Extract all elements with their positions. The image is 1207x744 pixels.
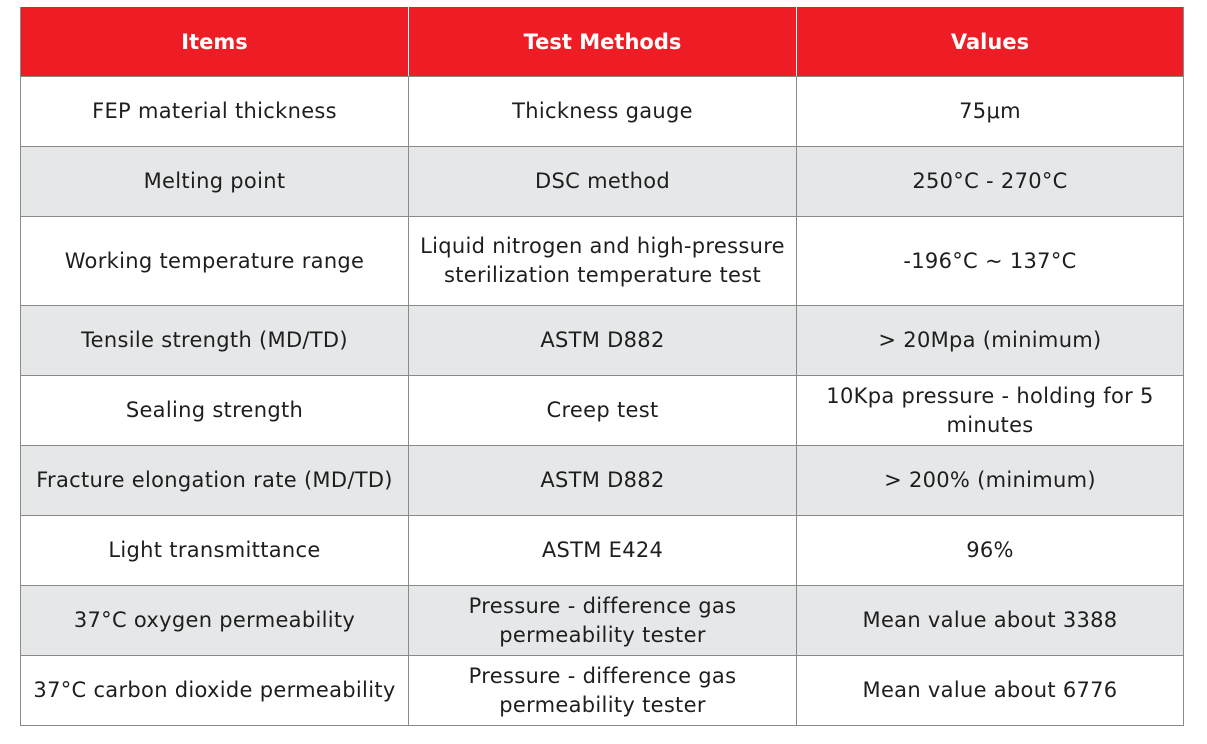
value-cell: Mean value about 6776 — [796, 655, 1184, 726]
value-cell: 96% — [796, 515, 1184, 586]
value-cell: > 20Mpa (minimum) — [796, 305, 1184, 376]
table-row: Working temperature range Liquid nitroge… — [20, 216, 1184, 306]
table-header-row: Items Test Methods Values — [20, 7, 1184, 77]
header-items: Items — [20, 7, 409, 77]
header-test-methods: Test Methods — [408, 7, 797, 77]
method-cell: ASTM D882 — [408, 305, 797, 376]
value-cell: 10Kpa pressure - holding for 5 minutes — [796, 375, 1184, 446]
item-cell: Sealing strength — [20, 375, 409, 446]
method-cell: DSC method — [408, 146, 797, 217]
item-cell: 37°C oxygen permeability — [20, 585, 409, 656]
item-cell: 37°C carbon dioxide permeability — [20, 655, 409, 726]
value-cell: -196°C ~ 137°C — [796, 216, 1184, 306]
value-cell: 250°C - 270°C — [796, 146, 1184, 217]
table-row: Fracture elongation rate (MD/TD) ASTM D8… — [20, 445, 1184, 516]
table-row: FEP material thickness Thickness gauge 7… — [20, 76, 1184, 147]
table-row: Tensile strength (MD/TD) ASTM D882 > 20M… — [20, 305, 1184, 376]
table-row: Light transmittance ASTM E424 96% — [20, 515, 1184, 586]
properties-table-container: Items Test Methods Values FEP material t… — [20, 7, 1184, 726]
table-row: Sealing strength Creep test 10Kpa pressu… — [20, 375, 1184, 446]
value-cell: 75μm — [796, 76, 1184, 147]
table-row: Melting point DSC method 250°C - 270°C — [20, 146, 1184, 217]
method-cell: ASTM E424 — [408, 515, 797, 586]
item-cell: Melting point — [20, 146, 409, 217]
method-cell: Creep test — [408, 375, 797, 446]
value-cell: > 200% (minimum) — [796, 445, 1184, 516]
table-row: 37°C oxygen permeability Pressure - diff… — [20, 585, 1184, 656]
value-cell: Mean value about 3388 — [796, 585, 1184, 656]
method-cell: ASTM D882 — [408, 445, 797, 516]
method-cell: Pressure - difference gas permeability t… — [408, 585, 797, 656]
item-cell: Working temperature range — [20, 216, 409, 306]
header-values: Values — [796, 7, 1184, 77]
method-cell: Liquid nitrogen and high-pressure steril… — [408, 216, 797, 306]
method-cell: Pressure - difference gas permeability t… — [408, 655, 797, 726]
method-cell: Thickness gauge — [408, 76, 797, 147]
item-cell: Fracture elongation rate (MD/TD) — [20, 445, 409, 516]
item-cell: FEP material thickness — [20, 76, 409, 147]
item-cell: Light transmittance — [20, 515, 409, 586]
table-row: 37°C carbon dioxide permeability Pressur… — [20, 655, 1184, 726]
properties-table: Items Test Methods Values FEP material t… — [20, 7, 1184, 726]
item-cell: Tensile strength (MD/TD) — [20, 305, 409, 376]
